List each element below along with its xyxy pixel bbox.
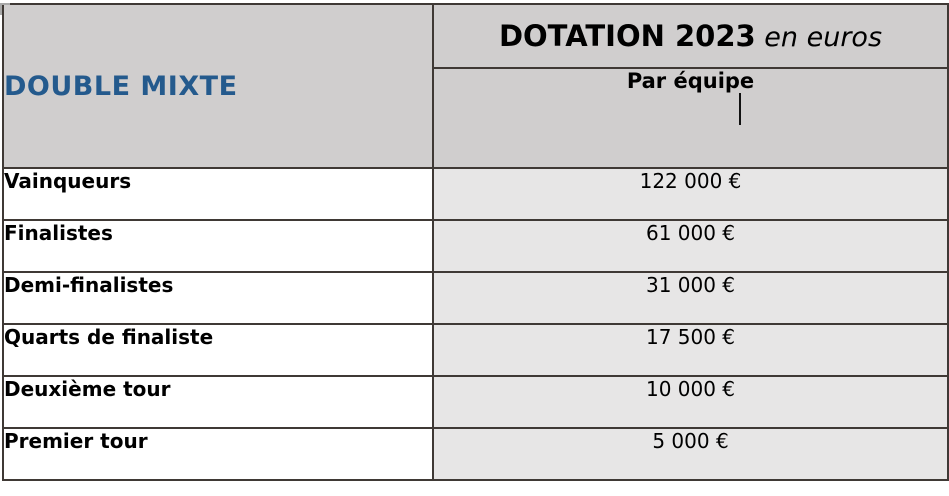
- sub-header-text: Par équipe: [626, 69, 755, 93]
- row-label-cell[interactable]: Quarts de finaliste: [2, 323, 434, 377]
- main-header-cell[interactable]: DOTATION 2023 en euros: [432, 3, 949, 69]
- row-value: 10 000 €: [645, 377, 736, 401]
- table-row: Premier tour 5 000 €: [2, 427, 949, 481]
- row-label: Vainqueurs: [4, 169, 132, 193]
- table-title-cell[interactable]: DOUBLE MIXTE: [2, 3, 434, 169]
- row-value-cell[interactable]: 17 500 €: [432, 323, 949, 377]
- header-row-sub: Par équipe: [3, 67, 949, 169]
- table-row: Vainqueurs 122 000 €: [2, 167, 949, 221]
- row-value: 17 500 €: [645, 325, 736, 349]
- screen-corner-artifact: [0, 3, 2, 15]
- row-value-cell[interactable]: 5 000 €: [432, 427, 949, 481]
- table-row: Finalistes 61 000 €: [2, 219, 949, 273]
- screen-corner-artifact: [0, 3, 10, 5]
- row-label: Premier tour: [4, 429, 148, 453]
- row-value-cell[interactable]: 122 000 €: [432, 167, 949, 221]
- prize-table: DOUBLE MIXTE DOTATION 2023 en euros Par …: [2, 3, 949, 481]
- row-value: 31 000 €: [645, 273, 736, 297]
- row-label-cell[interactable]: Demi-finalistes: [2, 271, 434, 325]
- row-value-cell[interactable]: 10 000 €: [432, 375, 949, 429]
- row-label: Quarts de finaliste: [4, 325, 214, 349]
- main-header-italic-text: en euros: [755, 22, 883, 53]
- main-header-bold-text: DOTATION 2023: [498, 19, 756, 53]
- row-value: 122 000 €: [639, 169, 742, 193]
- table-row: Deuxième tour 10 000 €: [2, 375, 949, 429]
- header-row-main: DOUBLE MIXTE DOTATION 2023 en euros: [2, 3, 949, 169]
- row-label-cell[interactable]: Finalistes: [2, 219, 434, 273]
- row-label-cell[interactable]: Vainqueurs: [2, 167, 434, 221]
- row-value: 61 000 €: [645, 221, 736, 245]
- row-label: Demi-finalistes: [4, 273, 174, 297]
- row-label: Deuxième tour: [4, 377, 171, 401]
- row-value: 5 000 €: [652, 429, 729, 453]
- sub-header-cell[interactable]: Par équipe: [432, 67, 949, 169]
- row-label-cell[interactable]: Deuxième tour: [2, 375, 434, 429]
- table-row: Demi-finalistes 31 000 €: [2, 271, 949, 325]
- row-value-cell[interactable]: 31 000 €: [432, 271, 949, 325]
- text-cursor: [739, 93, 741, 125]
- table-row: Quarts de finaliste 17 500 €: [2, 323, 949, 377]
- table-title: DOUBLE MIXTE: [4, 70, 238, 102]
- row-value-cell[interactable]: 61 000 €: [432, 219, 949, 273]
- row-label: Finalistes: [4, 221, 113, 245]
- row-label-cell[interactable]: Premier tour: [2, 427, 434, 481]
